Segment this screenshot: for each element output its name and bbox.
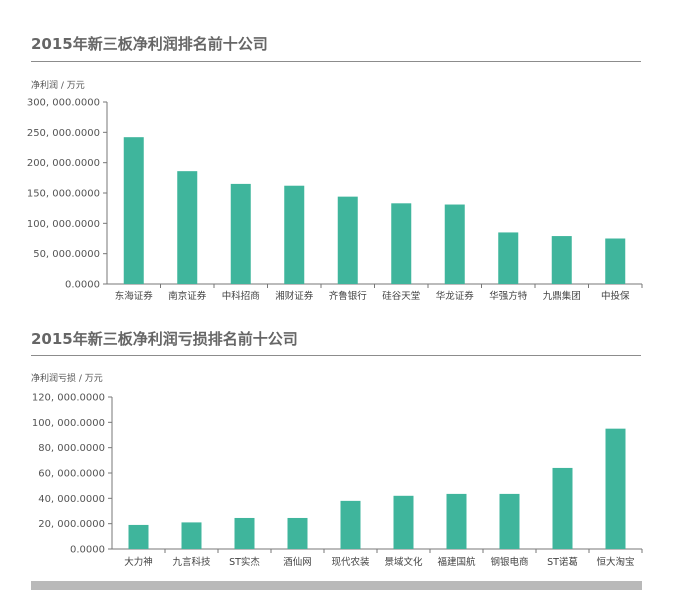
- y-tick-label: 60, 000.0000: [38, 469, 105, 480]
- bottom-decorative-band: [31, 581, 642, 590]
- title-divider: [31, 355, 641, 356]
- category-label: 华强方特: [489, 290, 528, 302]
- bar: [552, 467, 573, 549]
- category-label: 齐鲁银行: [329, 290, 368, 302]
- bar: [234, 517, 255, 549]
- y-axis-unit-label: 净利润 / 万元: [31, 81, 85, 91]
- bar: [499, 493, 520, 549]
- bar: [177, 171, 198, 284]
- chart-title: 2015年新三板净利润排名前十公司: [31, 35, 268, 53]
- y-tick-label: 20, 000.0000: [38, 519, 105, 530]
- category-label: ST诺葛: [547, 556, 578, 568]
- chart-title: 2015年新三板净利润亏损排名前十公司: [31, 330, 298, 348]
- y-tick-label: 200, 000.0000: [27, 158, 100, 169]
- y-tick-label: 0.0000: [70, 545, 105, 556]
- bar: [284, 185, 305, 284]
- y-tick-label: 300, 000.0000: [27, 98, 100, 109]
- y-tick-label: 100, 000.0000: [27, 219, 100, 230]
- y-tick-label: 120, 000.0000: [32, 393, 105, 404]
- category-label: 九言科技: [172, 556, 211, 568]
- bar: [123, 137, 144, 284]
- category-label: 大力神: [124, 556, 153, 568]
- y-tick-label: 80, 000.0000: [38, 443, 105, 454]
- category-label: 中科招商: [222, 290, 260, 302]
- y-tick-label: 100, 000.0000: [32, 418, 105, 429]
- y-tick-label: 0.0000: [65, 280, 100, 291]
- bar: [337, 196, 358, 284]
- bar: [287, 517, 308, 549]
- bar: [393, 495, 414, 549]
- category-label: 恒大淘宝: [596, 556, 634, 568]
- y-tick-label: 40, 000.0000: [38, 494, 105, 505]
- title-divider: [31, 61, 641, 62]
- bar: [551, 236, 572, 284]
- category-label: 现代农装: [331, 556, 370, 568]
- bar: [181, 522, 202, 549]
- y-tick-label: 150, 000.0000: [27, 189, 100, 200]
- category-label: ST实杰: [229, 556, 260, 568]
- category-label: 硅谷天堂: [382, 290, 420, 302]
- category-label: 钢银电商: [490, 556, 528, 568]
- bar: [446, 493, 467, 549]
- bar: [605, 428, 626, 549]
- y-tick-label: 50, 000.0000: [33, 249, 100, 260]
- category-label: 湘财证券: [275, 290, 314, 302]
- bar: [391, 203, 412, 284]
- category-label: 酒仙网: [283, 556, 312, 568]
- category-label: 南京证券: [168, 290, 207, 302]
- bar: [128, 524, 149, 549]
- y-tick-label: 250, 000.0000: [27, 128, 100, 139]
- category-label: 景域文化: [384, 556, 423, 568]
- category-label: 东海证券: [115, 290, 154, 302]
- bar: [605, 238, 626, 284]
- category-label: 福建国航: [437, 556, 476, 568]
- bar: [340, 500, 361, 549]
- category-label: 中投保: [601, 290, 630, 302]
- bar: [498, 232, 519, 284]
- category-label: 华龙证券: [436, 290, 475, 302]
- bar: [444, 204, 465, 284]
- y-axis-unit-label: 净利润亏损 / 万元: [31, 374, 103, 384]
- bar-chart-svg: 0.0000 50, 000.0000 100, 000.0000 150, 000.…: [27, 98, 643, 302]
- bar: [230, 183, 251, 284]
- category-label: 九鼎集团: [543, 290, 581, 302]
